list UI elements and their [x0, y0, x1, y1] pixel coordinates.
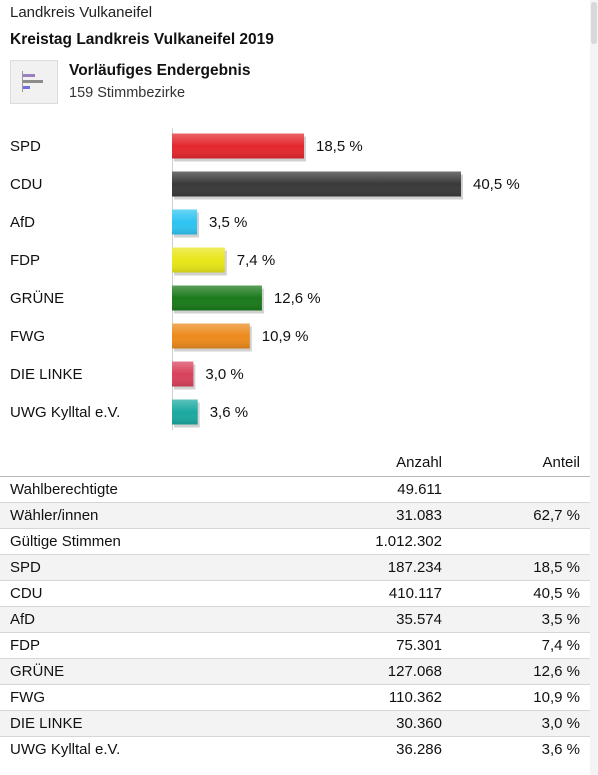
value-label: 40,5 %	[473, 176, 520, 193]
row-label: Wähler/innen	[0, 502, 260, 529]
category-label: CDU	[10, 176, 43, 193]
category-label: UWG Kylltal e.V.	[10, 404, 120, 421]
bar-highlight	[172, 247, 225, 273]
row-count: 410.117	[260, 580, 442, 607]
row-share: 62,7 %	[442, 502, 590, 529]
table-header-row: Anzahl Anteil	[0, 448, 590, 477]
value-label: 3,6 %	[210, 404, 248, 421]
row-label: Gültige Stimmen	[0, 528, 260, 555]
row-share: 10,9 %	[442, 684, 590, 711]
table-row: UWG Kylltal e.V. 36.286 3,6 %	[0, 736, 590, 762]
bar-highlight	[172, 133, 305, 159]
table-row: AfD 35.574 3,5 %	[0, 606, 590, 633]
results-table: Anzahl Anteil Wahlberechtigte 49.611 Wäh…	[0, 448, 590, 762]
row-count: 36.286	[260, 736, 442, 762]
region-name: Landkreis Vulkaneifel	[10, 4, 153, 21]
row-share: 18,5 %	[442, 554, 590, 581]
row-label: Wahlberechtigte	[0, 476, 260, 503]
row-count: 75.301	[260, 632, 442, 659]
bar-chart-icon	[22, 71, 43, 92]
category-label: SPD	[10, 138, 41, 155]
row-label: AfD	[0, 606, 260, 633]
row-label: SPD	[0, 554, 260, 581]
bar-highlight	[172, 171, 461, 197]
table-row: CDU 410.117 40,5 %	[0, 580, 590, 607]
row-count: 35.574	[260, 606, 442, 633]
category-label: FWG	[10, 328, 45, 345]
bar-highlight	[172, 209, 197, 235]
table-row: Wahlberechtigte 49.611	[0, 476, 590, 503]
election-title: Kreistag Landkreis Vulkaneifel 2019	[10, 31, 274, 48]
row-label: CDU	[0, 580, 260, 607]
scrollbar-thumb[interactable]	[591, 2, 597, 44]
row-label: DIE LINKE	[0, 710, 260, 737]
status-title: Vorläufiges Endergebnis	[69, 62, 251, 79]
bar-highlight	[172, 323, 250, 349]
row-share: 40,5 %	[442, 580, 590, 607]
table-row: DIE LINKE 30.360 3,0 %	[0, 710, 590, 737]
row-share: 12,6 %	[442, 658, 590, 685]
row-label: FWG	[0, 684, 260, 711]
row-label: GRÜNE	[0, 658, 260, 685]
table-row: FWG 110.362 10,9 %	[0, 684, 590, 711]
row-share: 7,4 %	[442, 632, 590, 659]
category-label: AfD	[10, 214, 35, 231]
table-row: FDP 75.301 7,4 %	[0, 632, 590, 659]
row-share	[442, 476, 590, 503]
value-label: 18,5 %	[316, 138, 363, 155]
row-label: UWG Kylltal e.V.	[0, 736, 260, 762]
bar-highlight	[172, 285, 262, 311]
header-count: Anzahl	[260, 448, 442, 477]
row-count: 110.362	[260, 684, 442, 711]
category-label: GRÜNE	[10, 289, 64, 307]
value-label: 7,4 %	[237, 252, 275, 269]
bar-highlight	[172, 399, 198, 425]
category-label: DIE LINKE	[10, 366, 83, 383]
row-share: 3,5 %	[442, 606, 590, 633]
row-count: 187.234	[260, 554, 442, 581]
row-count: 31.083	[260, 502, 442, 529]
row-count: 30.360	[260, 710, 442, 737]
table-row: SPD 187.234 18,5 %	[0, 554, 590, 581]
scrollbar[interactable]	[590, 0, 598, 775]
header-share: Anteil	[442, 448, 590, 477]
row-count: 127.068	[260, 658, 442, 685]
value-label: 3,5 %	[209, 214, 247, 231]
category-label: FDP	[10, 252, 40, 269]
value-label: 3,0 %	[205, 366, 243, 383]
table-row: GRÜNE 127.068 12,6 %	[0, 658, 590, 685]
precinct-count: 159 Stimmbezirke	[69, 85, 186, 101]
results-bar-chart: SPD 18,5 % CDU 40,5 % AfD 3,5 % FDP 7,4 % GRÜNE 1…	[10, 128, 520, 430]
header-name	[0, 448, 260, 477]
row-share: 3,6 %	[442, 736, 590, 762]
value-label: 12,6 %	[274, 290, 321, 307]
bar-highlight	[172, 361, 194, 387]
row-count: 49.611	[260, 476, 442, 503]
row-label: FDP	[0, 632, 260, 659]
table-row: Wähler/innen 31.083 62,7 %	[0, 502, 590, 529]
status-box	[10, 60, 58, 104]
row-share	[442, 528, 590, 555]
row-count: 1.012.302	[260, 528, 442, 555]
table-row: Gültige Stimmen 1.012.302	[0, 528, 590, 555]
value-label: 10,9 %	[262, 328, 309, 345]
row-share: 3,0 %	[442, 710, 590, 737]
